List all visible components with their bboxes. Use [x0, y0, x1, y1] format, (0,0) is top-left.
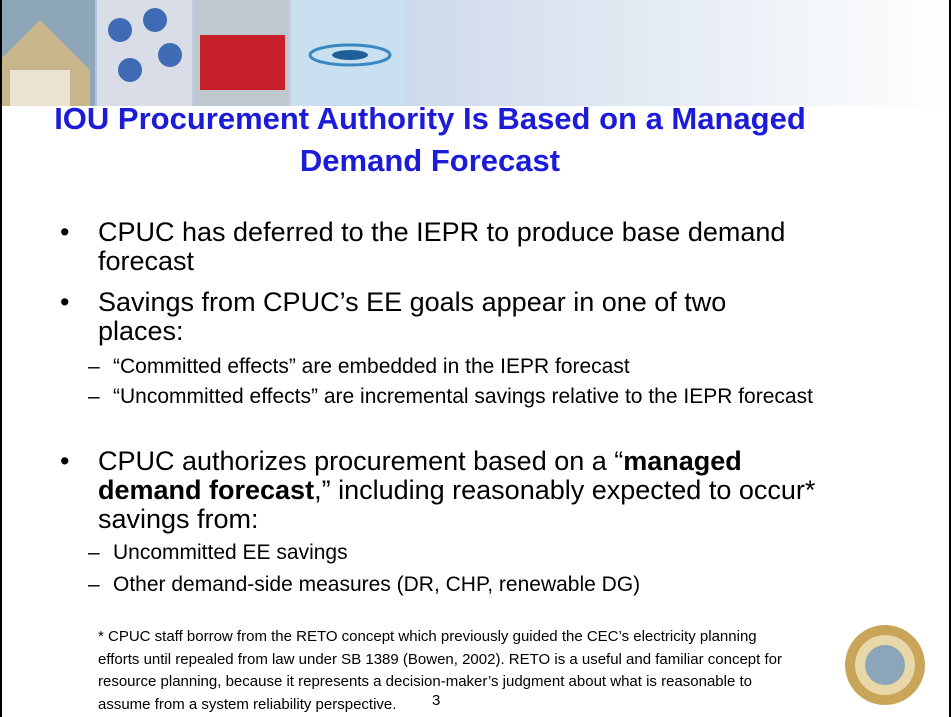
page-number: 3: [432, 692, 440, 709]
bullet: CPUC authorizes procurement based on a “…: [98, 447, 818, 534]
bullet: Savings from CPUC’s EE goals appear in o…: [98, 288, 818, 346]
slide-title: IOU Procurement Authority Is Based on a …: [40, 98, 820, 182]
slide: IOU Procurement Authority Is Based on a …: [0, 0, 951, 717]
bullet: CPUC has deferred to the IEPR to produce…: [98, 218, 818, 276]
sub-bullet: Uncommitted EE savings: [113, 541, 813, 565]
sub-bullet: Other demand-side measures (DR, CHP, ren…: [113, 573, 813, 597]
footnote: * CPUC staff borrow from the RETO concep…: [98, 626, 798, 716]
sub-bullet: “Uncommitted effects” are incremental sa…: [113, 385, 813, 409]
seal: [843, 623, 927, 707]
text: CPUC authorizes procurement based on a “: [98, 446, 623, 476]
sub-bullet: “Committed effects” are embedded in the …: [113, 355, 813, 379]
banner: [0, 0, 951, 106]
